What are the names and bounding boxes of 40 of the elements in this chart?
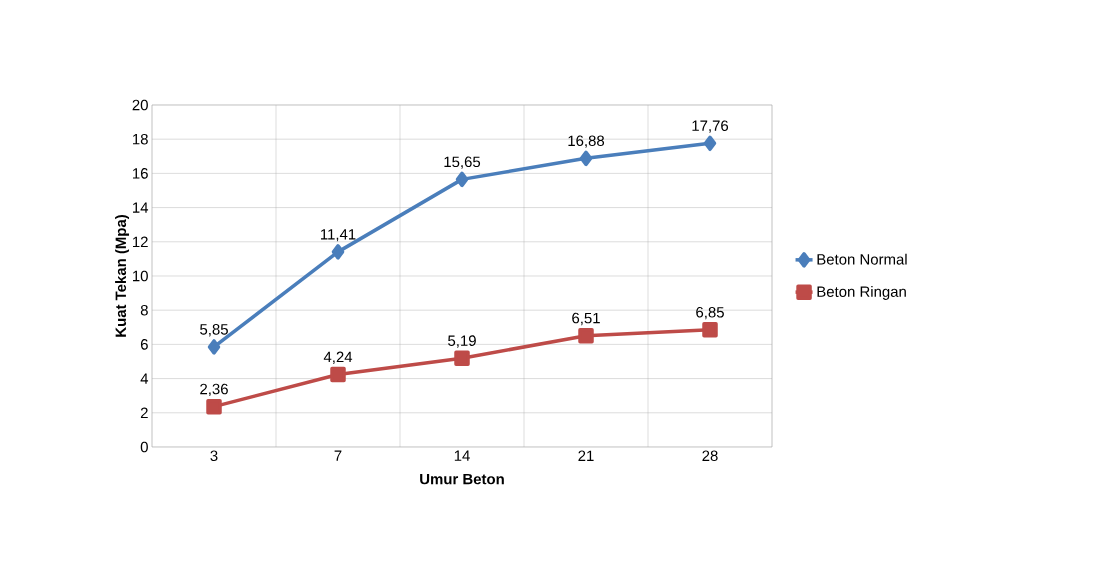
y-tick-label: 16	[133, 168, 148, 179]
point	[579, 150, 593, 167]
point	[331, 244, 345, 260]
point	[330, 366, 346, 383]
y-tick-label: 2	[140, 407, 148, 418]
point	[206, 398, 222, 415]
point	[454, 350, 470, 366]
y-tick-label: 0	[140, 441, 148, 453]
legend-label: Beton Normal	[817, 253, 907, 265]
legend-label: Beton Ringan	[817, 285, 906, 300]
x-tick-label: 7	[334, 450, 342, 461]
data-label: 6,85	[696, 306, 724, 320]
y-tick-label: 14	[133, 202, 149, 213]
data-label: 11,41	[321, 229, 356, 242]
y-tick-label: 4	[140, 373, 149, 384]
data-label: 4,24	[323, 351, 353, 364]
data-label: 5,19	[448, 335, 476, 348]
data-label: 16,88	[568, 135, 605, 148]
y-tick-label: 10	[133, 270, 148, 282]
point	[578, 327, 594, 344]
x-tick-label: 28	[702, 450, 718, 462]
x-tick-label: 21	[578, 450, 594, 461]
data-label: 15,65	[444, 156, 481, 169]
x-tick-label: 3	[210, 450, 218, 462]
point	[702, 322, 718, 338]
x-axis-title: Umur Beton	[420, 473, 504, 485]
point	[207, 339, 221, 355]
point	[703, 135, 717, 152]
y-tick-label: 6	[140, 339, 148, 350]
x-tick-label: 14	[454, 450, 470, 461]
point	[455, 171, 469, 188]
data-label: 17,76	[692, 120, 729, 133]
data-label: 2,36	[200, 383, 228, 397]
data-label: 6,51	[572, 312, 600, 326]
y-tick-label: 12	[133, 236, 148, 247]
y-tick-label: 20	[132, 99, 148, 111]
y-tick-label: 8	[140, 304, 148, 316]
data-label: 5,85	[200, 324, 228, 337]
y-axis-title: Kuat Tekan (Mpa)	[115, 215, 130, 337]
y-tick-label: 18	[133, 133, 148, 145]
